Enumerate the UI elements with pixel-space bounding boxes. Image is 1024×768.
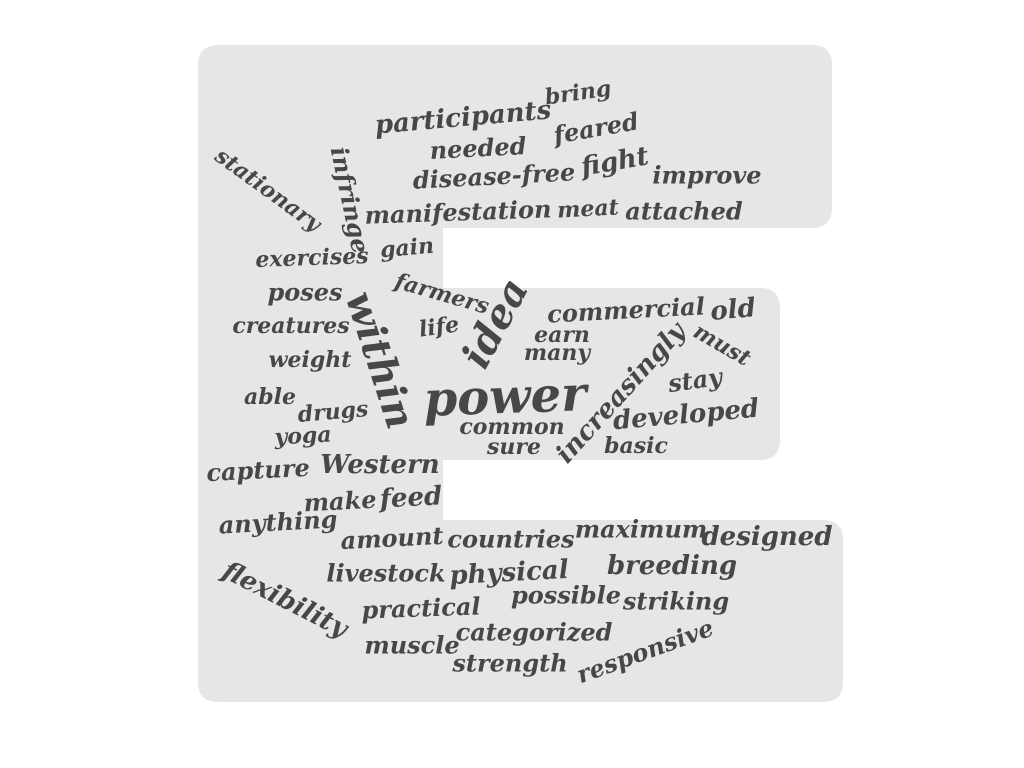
- word-practical: practical: [361, 591, 481, 624]
- word-possible: possible: [511, 581, 621, 610]
- word-list: bringparticipantsfearedneededstationaryi…: [206, 75, 833, 689]
- letter-e-background-shape: [198, 45, 843, 702]
- word-creatures: creatures: [232, 313, 349, 339]
- word-sure: sure: [486, 434, 541, 460]
- word-poses: poses: [267, 278, 343, 307]
- word-muscle: muscle: [364, 631, 459, 660]
- word-physical: physical: [449, 555, 570, 591]
- word-attached: attached: [625, 197, 743, 226]
- word-capture: capture: [206, 453, 311, 487]
- word-countries: countries: [447, 525, 575, 554]
- word-breeding: breeding: [607, 551, 737, 581]
- word-gain: gain: [379, 233, 435, 264]
- word-feed: feed: [377, 481, 443, 514]
- word-weight: weight: [269, 347, 352, 373]
- word-many: many: [524, 340, 593, 366]
- word-categorized: categorized: [456, 618, 613, 647]
- word-basic: basic: [604, 433, 668, 459]
- word-exercises: exercises: [255, 243, 369, 273]
- word-drugs: drugs: [297, 396, 370, 428]
- word-old: old: [709, 293, 757, 327]
- word-manifestation: manifestation: [364, 194, 552, 230]
- word-able: able: [244, 384, 296, 410]
- word-meat: meat: [557, 194, 620, 223]
- word-anything: anything: [218, 504, 338, 539]
- word-striking: striking: [622, 587, 729, 616]
- word-common: common: [459, 414, 564, 440]
- word-amount: amount: [340, 521, 444, 555]
- word-power: power: [423, 366, 591, 428]
- word-livestock: livestock: [326, 559, 445, 588]
- word-improve: improve: [652, 161, 761, 190]
- word-strength: strength: [451, 649, 567, 678]
- word-maximum: maximum: [575, 515, 708, 544]
- word-yoga: yoga: [273, 422, 332, 451]
- word-designed: designed: [701, 522, 832, 552]
- word-life: life: [417, 311, 460, 342]
- word-needed: needed: [429, 131, 527, 165]
- word-western: Western: [320, 450, 439, 480]
- word-make: make: [303, 485, 377, 518]
- word-earn: earn: [534, 322, 590, 348]
